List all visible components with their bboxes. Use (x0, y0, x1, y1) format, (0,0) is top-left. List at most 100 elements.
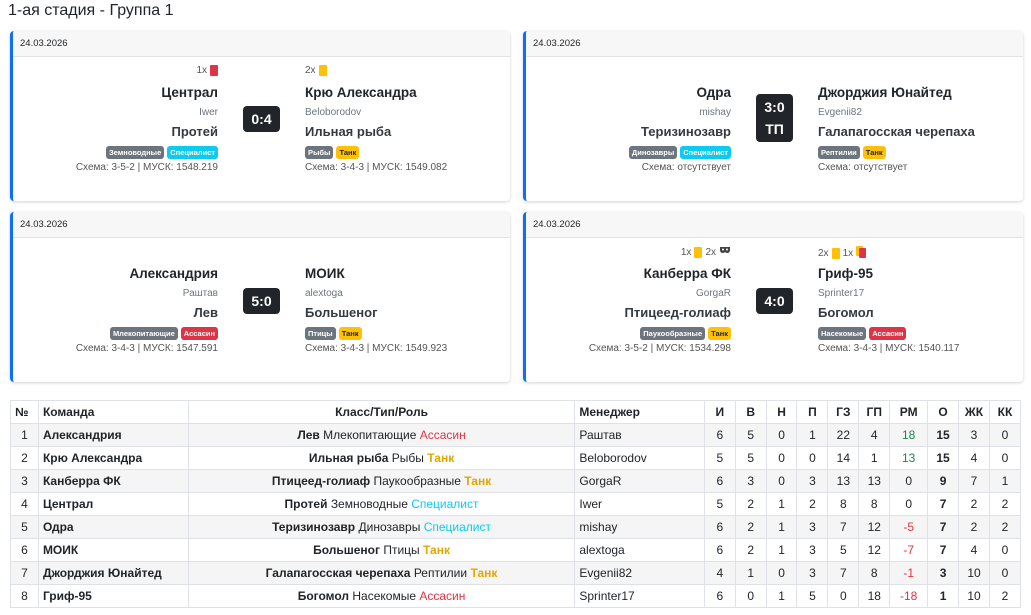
goal-diff-cell: -7 (889, 538, 929, 562)
class-type-role-cell: Богомол Насекомые Ассасин (187, 584, 576, 608)
goals-against-cell: 8 (858, 561, 891, 585)
points-cell: 9 (927, 469, 960, 493)
team-name[interactable]: Александрия (129, 266, 218, 281)
played-cell: 6 (703, 469, 736, 493)
table-row[interactable]: 5 Одра Теризинозавр Динозавры Специалист mi… (10, 515, 1022, 539)
red-cards-cell: 0 (988, 561, 1022, 585)
table-row[interactable]: 2 Крю Александра Ильная рыба Рыбы Танк Belo… (10, 446, 1022, 470)
yellow-cards-cell: 3 (958, 423, 990, 447)
points-cell: 1 (927, 584, 960, 608)
table-row[interactable]: 8 Гриф-95 Богомол Насекомые Ассасин Sprinte… (10, 584, 1022, 608)
class-name: Большеног (313, 543, 380, 557)
manager-name: Sprinter17 (818, 288, 865, 299)
wins-cell: 5 (734, 446, 767, 470)
role-name: Специалист (423, 520, 491, 534)
draws-cell: 1 (765, 584, 798, 608)
position-cell: 5 (10, 515, 39, 539)
match-card: 24.03.2026 1x Централ Iwer Протей Земнов… (10, 31, 510, 201)
type-name: Паукообразные (373, 474, 461, 488)
wins-cell: 1 (734, 561, 767, 585)
col-header: ГП (858, 400, 891, 424)
match-card: 24.03.2026 1x 2x Канберра ФК GorgaR Птиц… (523, 212, 1023, 382)
manager-name: alextoga (305, 288, 343, 299)
class-type-role-cell: Большеног Птицы Танк (187, 538, 576, 562)
type-name: Рептилии (413, 566, 468, 580)
manager-cell: alextoga (574, 538, 705, 562)
team-cell: МОИК (37, 538, 189, 562)
team-class: Богомол (818, 305, 874, 320)
badges: Земноводные Специалист (13, 146, 218, 159)
score[interactable]: 4:0 (756, 288, 793, 314)
team-name[interactable]: Крю Александра (305, 85, 417, 100)
badges: Птицы Танк (305, 327, 510, 340)
class-type-role-cell: Лев Млекопитающие Ассасин (187, 423, 576, 447)
match-date: 24.03.2026 (526, 212, 1023, 238)
position-cell: 7 (10, 561, 39, 585)
col-header: № (10, 400, 39, 424)
table-row[interactable]: 7 Джорджия Юнайтед Галапагосская черепаха … (10, 561, 1022, 585)
type-name: Рыбы (391, 451, 424, 465)
team-name[interactable]: Одра (696, 85, 732, 100)
class-type-role-cell: Галапагосская черепаха Рептилии Танк (187, 561, 576, 585)
type-name: Земноводные (330, 497, 408, 511)
class-name: Лев (297, 428, 320, 442)
type-name: Птицы (383, 543, 420, 557)
goals-against-cell: 12 (858, 515, 891, 539)
manager-cell: mishay (574, 515, 705, 539)
role-badge: Танк (708, 327, 731, 340)
score[interactable]: 5:0 (243, 288, 280, 314)
type-badge: Рыбы (305, 146, 334, 159)
goals-for-cell: 14 (827, 446, 860, 470)
yellow-cards-cell: 2 (958, 515, 990, 539)
wins-cell: 5 (734, 423, 767, 447)
team-name[interactable]: Канберра ФК (643, 266, 731, 281)
team-cell: Канберра ФК (37, 469, 189, 493)
team-name[interactable]: Джорджия Юнайтед (818, 85, 952, 100)
role-name: Ассасин (419, 428, 466, 442)
points-cell: 15 (927, 446, 960, 470)
table-row[interactable]: 3 Канберра ФК Птицеед-голиаф Паукообразные… (10, 469, 1022, 493)
goals-against-cell: 8 (858, 492, 891, 516)
scheme-text: Схема: 3-4-3 | МУСК: 1540.117 (818, 343, 960, 354)
role-badge: Танк (862, 146, 886, 159)
team-class: Большеног (305, 305, 378, 320)
team-name[interactable]: Централ (161, 85, 218, 100)
table-row[interactable]: 1 Александрия Лев Млекопитающие Ассасин Раш… (10, 423, 1022, 447)
draws-cell: 0 (765, 561, 798, 585)
score[interactable]: 0:4 (243, 106, 280, 132)
team-class: Ильная рыба (305, 124, 392, 139)
red-card-icon (210, 65, 218, 76)
col-header: РМ (889, 400, 929, 424)
goal-diff-cell: -5 (889, 515, 929, 539)
table-row[interactable]: 4 Централ Протей Земноводные Специалист Iwe… (10, 492, 1022, 516)
goals-against-cell: 12 (858, 538, 891, 562)
cards-row: 1x 2x (526, 246, 731, 258)
mask-icon (719, 246, 731, 258)
role-name: Танк (470, 566, 498, 580)
role-name: Специалист (411, 497, 479, 511)
table-row[interactable]: 6 МОИК Большеног Птицы Танк alextoga 6 2 1 3 5 12… (10, 538, 1022, 562)
class-type-role-cell: Теризинозавр Динозавры Специалист (187, 515, 576, 539)
role-badge: Специалист (680, 146, 731, 159)
badges: Млекопитающие Ассасин (13, 327, 218, 340)
team-name[interactable]: Гриф-95 (818, 266, 874, 281)
scheme-text: Схема: 3-5-2 | МУСК: 1534.298 (588, 343, 731, 354)
class-name: Богомол (297, 589, 350, 603)
goal-diff-cell: -18 (889, 584, 929, 608)
score[interactable]: 3:0 ТП (756, 94, 793, 142)
match-card: 24.03.2026 Одра mishay Теризинозавр Дино… (523, 31, 1023, 201)
losses-cell: 3 (796, 469, 829, 493)
goals-for-cell: 22 (827, 423, 860, 447)
red-cards-cell: 0 (988, 446, 1022, 470)
losses-cell: 1 (796, 423, 829, 447)
col-header: И (703, 400, 736, 424)
goals-against-cell: 1 (858, 446, 891, 470)
position-cell: 6 (10, 538, 39, 562)
team-cell: Крю Александра (37, 446, 189, 470)
match-date: 24.03.2026 (526, 31, 1023, 57)
team-name[interactable]: МОИК (305, 266, 345, 281)
cards-row: 1x (13, 65, 218, 76)
played-cell: 6 (703, 584, 736, 608)
type-badge: Рептилии (818, 146, 860, 159)
class-name: Протей (284, 497, 328, 511)
